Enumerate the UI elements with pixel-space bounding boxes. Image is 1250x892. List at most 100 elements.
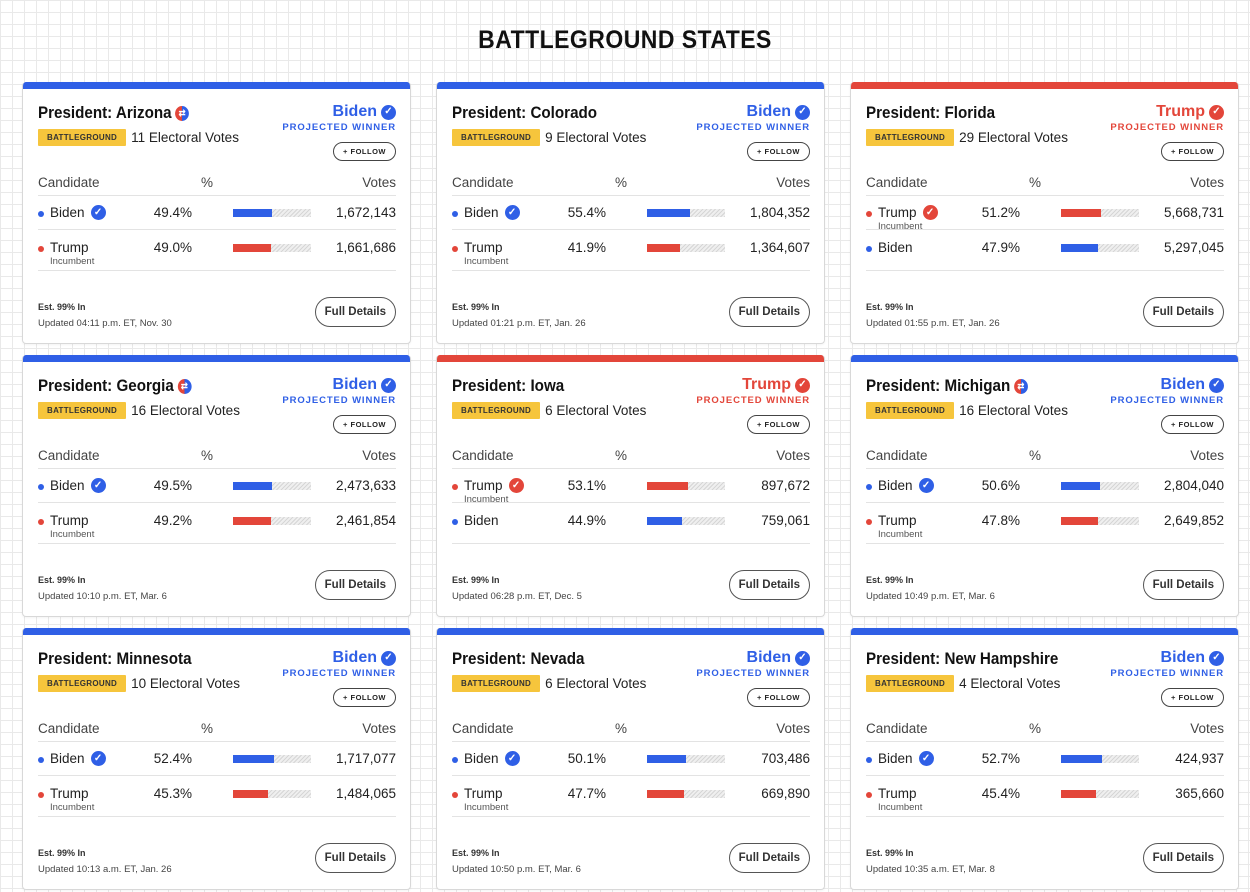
party-dot (38, 246, 44, 252)
est-reporting: Est. 99% In (452, 302, 500, 312)
race-card: President: Georgia ⇄ BATTLEGROUND 16 Ele… (22, 355, 411, 617)
candidate-votes: 897,672 (761, 478, 810, 493)
battleground-badge: BATTLEGROUND (452, 402, 541, 419)
updated-timestamp: Updated 10:50 p.m. ET, Mar. 6 (452, 864, 581, 875)
candidate-name: Trump (464, 478, 503, 493)
col-votes: Votes (1190, 448, 1224, 463)
race-title-text[interactable]: President: New Hampshire (866, 650, 1059, 668)
full-details-button[interactable]: Full Details (728, 297, 810, 327)
col-pct: % (615, 175, 628, 190)
race-title-text[interactable]: President: Georgia (38, 377, 174, 395)
follow-button[interactable]: + FOLLOW (1161, 142, 1224, 161)
race-title[interactable]: President: Arizona ⇄ (38, 104, 190, 123)
vote-share-bar (647, 482, 725, 490)
follow-button[interactable]: + FOLLOW (747, 415, 810, 434)
full-details-button[interactable]: Full Details (314, 570, 396, 600)
vote-share-bar (233, 755, 311, 763)
race-title-text[interactable]: President: Minnesota (38, 650, 192, 668)
race-title[interactable]: President: Minnesota (38, 650, 192, 669)
race-title[interactable]: President: Michigan ⇄ (866, 377, 1028, 396)
vote-share-fill (647, 790, 685, 798)
battleground-badge: BATTLEGROUND (38, 675, 127, 692)
badge-row: BATTLEGROUND 29 Electoral Votes (866, 129, 1068, 146)
col-votes: Votes (362, 175, 396, 190)
party-dot (866, 757, 872, 763)
follow-button[interactable]: + FOLLOW (333, 142, 396, 161)
col-votes: Votes (362, 721, 396, 736)
follow-button[interactable]: + FOLLOW (747, 142, 810, 161)
table-header: Candidate % Votes (38, 172, 396, 196)
race-title-text[interactable]: President: Arizona (38, 104, 172, 122)
vote-share-bar (233, 790, 311, 798)
race-title-text[interactable]: President: Nevada (452, 650, 585, 668)
vote-share-fill (1061, 755, 1103, 763)
full-details-button[interactable]: Full Details (728, 843, 810, 873)
badge-row: BATTLEGROUND 9 Electoral Votes (452, 129, 646, 146)
winner-name-group: Biden ✓ (1161, 649, 1224, 667)
projected-winner-label: PROJECTED WINNER (282, 122, 396, 133)
winner-name: Biden (332, 649, 377, 666)
battleground-badge: BATTLEGROUND (38, 129, 127, 146)
table-header: Candidate % Votes (38, 445, 396, 469)
race-title[interactable]: President: Colorado (452, 104, 597, 123)
col-candidate: Candidate (452, 175, 514, 190)
winner-check-icon: ✓ (795, 650, 810, 666)
candidate-name-group: Biden ✓ (50, 478, 106, 493)
candidate-pct: 44.9% (567, 513, 606, 528)
candidate-votes: 1,364,607 (749, 240, 810, 255)
follow-button[interactable]: + FOLLOW (333, 688, 396, 707)
vote-share-bar (647, 755, 725, 763)
race-title-text[interactable]: President: Michigan (866, 377, 1011, 395)
col-candidate: Candidate (38, 448, 100, 463)
winner-check-icon: ✓ (381, 650, 396, 666)
candidate-name-group: Biden ✓ (50, 205, 106, 220)
candidate-name: Trump (464, 786, 503, 801)
follow-button[interactable]: + FOLLOW (747, 688, 810, 707)
vote-share-fill (1061, 517, 1099, 525)
col-candidate: Candidate (38, 175, 100, 190)
candidate-name: Trump (878, 205, 917, 220)
est-reporting: Est. 99% In (866, 848, 914, 858)
full-details-button[interactable]: Full Details (314, 297, 396, 327)
full-details-button[interactable]: Full Details (728, 570, 810, 600)
race-title-text[interactable]: President: Florida (866, 104, 996, 122)
race-title-text[interactable]: President: Iowa (452, 377, 565, 395)
col-votes: Votes (1190, 721, 1224, 736)
updated-timestamp: Updated 10:13 a.m. ET, Jan. 26 (38, 864, 172, 875)
race-title[interactable]: President: Iowa (452, 377, 564, 396)
candidate-row: Biden ✓ 49.4% 1,672,143 (38, 196, 396, 230)
full-details-button[interactable]: Full Details (1142, 843, 1224, 873)
follow-button[interactable]: + FOLLOW (1161, 688, 1224, 707)
candidate-votes: 5,297,045 (1163, 240, 1224, 255)
race-title[interactable]: President: Georgia ⇄ (38, 377, 192, 396)
race-title-text[interactable]: President: Colorado (452, 104, 598, 122)
party-color-bar (23, 82, 410, 89)
col-pct: % (1029, 175, 1042, 190)
col-pct: % (201, 175, 214, 190)
updated-timestamp: Updated 04:11 p.m. ET, Nov. 30 (38, 318, 172, 329)
race-title[interactable]: President: Florida (866, 104, 995, 123)
col-votes: Votes (1190, 175, 1224, 190)
race-card: President: Michigan ⇄ BATTLEGROUND 16 El… (850, 355, 1239, 617)
col-pct: % (615, 448, 628, 463)
party-dot (38, 211, 44, 217)
candidate-name-group: Trump (464, 240, 503, 255)
badge-row: BATTLEGROUND 16 Electoral Votes (38, 402, 240, 419)
race-card-grid: President: Arizona ⇄ BATTLEGROUND 11 Ele… (22, 82, 1239, 890)
full-details-button[interactable]: Full Details (1142, 297, 1224, 327)
race-title[interactable]: President: New Hampshire (866, 650, 1058, 669)
projected-winner-label: PROJECTED WINNER (282, 395, 396, 406)
projected-winner-label: PROJECTED WINNER (696, 395, 810, 406)
vote-share-bar (1061, 755, 1139, 763)
party-dot (38, 792, 44, 798)
follow-button[interactable]: + FOLLOW (1161, 415, 1224, 434)
race-title[interactable]: President: Nevada (452, 650, 584, 669)
winner-name: Biden (332, 376, 377, 393)
full-details-button[interactable]: Full Details (1142, 570, 1224, 600)
race-card: President: New Hampshire BATTLEGROUND 4 … (850, 628, 1239, 890)
candidate-name-group: Biden ✓ (464, 751, 520, 766)
candidate-votes: 669,890 (761, 786, 810, 801)
full-details-button[interactable]: Full Details (314, 843, 396, 873)
race-card: President: Arizona ⇄ BATTLEGROUND 11 Ele… (22, 82, 411, 344)
follow-button[interactable]: + FOLLOW (333, 415, 396, 434)
